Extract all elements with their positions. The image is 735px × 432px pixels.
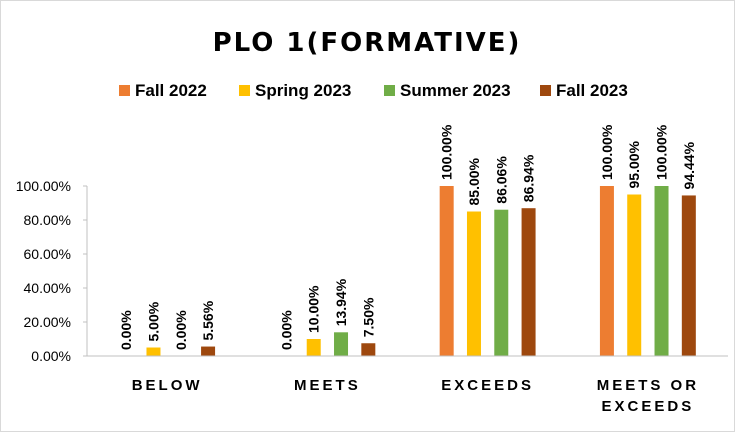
data-label: 86.06% <box>493 156 509 204</box>
bar <box>521 208 536 356</box>
bar <box>681 195 696 356</box>
data-label: 0.00% <box>118 310 134 350</box>
data-label: 0.00% <box>278 310 294 350</box>
legend-label: Fall 2023 <box>556 81 628 100</box>
legend-swatch <box>540 85 551 96</box>
legend-item: Spring 2023 <box>239 81 351 100</box>
bars <box>146 186 696 356</box>
legend-label: Spring 2023 <box>255 81 351 100</box>
x-tick-label: EXCEEDS <box>441 377 534 394</box>
data-label: 5.56% <box>200 300 216 340</box>
y-tick-label: 40.00% <box>24 280 71 296</box>
data-label: 100.00% <box>439 124 455 180</box>
bar <box>599 186 614 356</box>
data-label: 7.50% <box>360 297 376 337</box>
bar <box>306 339 321 356</box>
x-axis: BELOW MEETS EXCEEDS MEETS OR EXCEEDS <box>87 355 728 415</box>
bar <box>146 347 161 356</box>
x-tick-label: MEETS <box>294 377 361 394</box>
bar <box>494 209 509 356</box>
legend-label: Summer 2023 <box>400 81 511 100</box>
legend-label: Fall 2022 <box>135 81 207 100</box>
y-tick-label: 100.00% <box>16 178 71 194</box>
bar <box>201 346 216 356</box>
data-label: 0.00% <box>173 310 189 350</box>
legend-item: Summer 2023 <box>384 81 511 100</box>
data-label: 100.00% <box>599 124 615 180</box>
data-label: 100.00% <box>654 124 670 180</box>
bar <box>466 211 481 356</box>
legend-item: Fall 2022 <box>119 81 207 100</box>
x-tick-label: BELOW <box>132 377 203 394</box>
y-tick-label: 20.00% <box>24 314 71 330</box>
bar <box>361 343 376 356</box>
data-label: 95.00% <box>626 140 642 188</box>
bar <box>654 186 669 356</box>
legend-swatch <box>119 85 130 96</box>
legend-swatch <box>239 85 250 96</box>
data-label: 94.44% <box>681 141 697 189</box>
y-tick-label: 0.00% <box>31 348 71 364</box>
chart-title: PLO 1(FORMATIVE) <box>213 28 522 58</box>
y-tick-label: 80.00% <box>24 212 71 228</box>
legend-swatch <box>384 85 395 96</box>
data-label: 5.00% <box>145 301 161 341</box>
x-tick-label: MEETS OR EXCEEDS <box>597 377 699 415</box>
data-labels: 0.00% 5.00% 0.00% 5.56% 0.00% 10.00% 13.94% 7.5… <box>118 124 697 350</box>
data-label: 85.00% <box>466 157 482 205</box>
bar <box>334 332 349 356</box>
y-axis: 0.00% 20.00% 40.00% 60.00% 80.00% 100.00% <box>16 178 88 364</box>
data-label: 13.94% <box>333 278 349 326</box>
data-label: 10.00% <box>306 285 322 333</box>
legend: Fall 2022 Spring 2023 Summer 2023 Fall 2023 <box>119 81 628 100</box>
y-tick-label: 60.00% <box>24 246 71 262</box>
bar <box>627 194 642 356</box>
data-label: 86.94% <box>521 154 537 202</box>
bar <box>439 186 454 356</box>
legend-item: Fall 2023 <box>540 81 628 100</box>
